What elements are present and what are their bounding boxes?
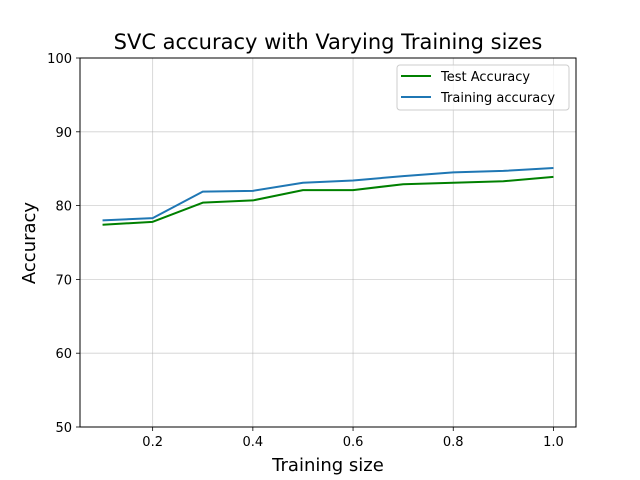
y-tick-label: 100 <box>47 52 72 67</box>
chart-title: SVC accuracy with Varying Training sizes <box>114 30 543 54</box>
legend-label-test-accuracy: Test Accuracy <box>440 70 530 85</box>
grid <box>80 57 576 428</box>
y-tick-label: 80 <box>55 200 72 215</box>
plot-area-frame <box>79 57 577 428</box>
x-axis-label: Training size <box>271 455 384 476</box>
x-tick-label: 0.4 <box>243 435 264 450</box>
y-tick-label: 70 <box>55 273 72 288</box>
series-lines <box>102 166 554 226</box>
y-tick-label: 90 <box>55 126 72 141</box>
x-tick-label: 0.2 <box>142 435 163 450</box>
legend-box <box>396 64 570 111</box>
x-tick-label: 1.0 <box>543 435 564 450</box>
y-tick-label: 50 <box>55 421 72 436</box>
x-axis-ticks: 0.2 0.4 0.6 0.8 1.0 <box>142 427 564 450</box>
series-line-test-accuracy <box>102 175 554 226</box>
legend-label-training-accuracy: Training accuracy <box>440 91 555 106</box>
y-tick-label: 60 <box>55 347 72 362</box>
y-axis-label: Accuracy <box>19 202 40 285</box>
legend: Test Accuracy Training accuracy <box>396 64 570 111</box>
y-axis-ticks: 50 60 70 80 90 100 <box>47 52 80 436</box>
x-tick-label: 0.8 <box>443 435 464 450</box>
series-line-training-accuracy <box>102 166 554 222</box>
x-tick-label: 0.6 <box>343 435 364 450</box>
